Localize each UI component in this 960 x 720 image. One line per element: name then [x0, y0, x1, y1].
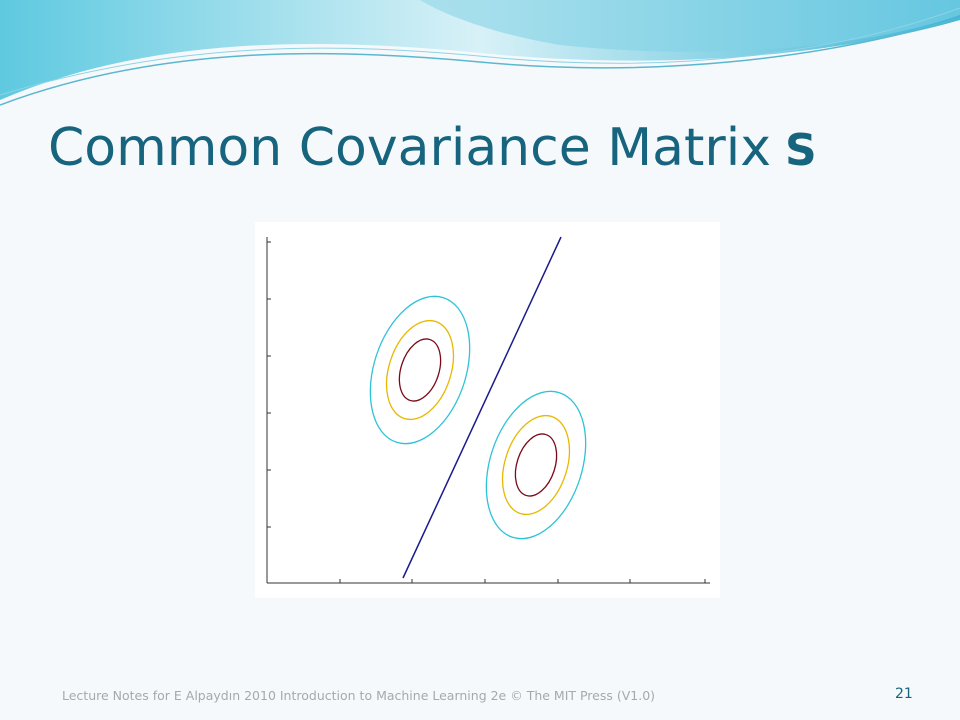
title-text: Common Covariance Matrix: [48, 118, 771, 178]
footer-text: Lecture Notes for E Alpaydın 2010 Introd…: [62, 688, 656, 703]
slide-title: Common Covariance Matrix S: [48, 118, 817, 178]
title-symbol: S: [784, 125, 817, 176]
page-number: 21: [895, 686, 913, 702]
